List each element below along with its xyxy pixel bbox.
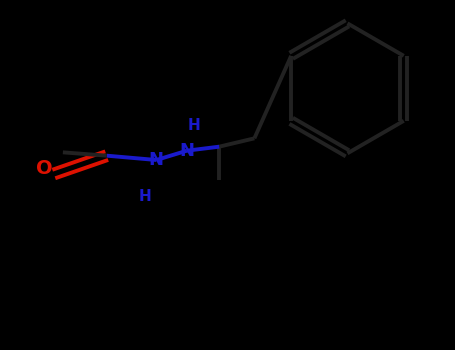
Text: N: N — [179, 142, 194, 160]
Text: N: N — [149, 151, 164, 169]
Text: O: O — [36, 159, 53, 177]
Text: H: H — [187, 118, 200, 133]
Text: H: H — [138, 189, 151, 204]
